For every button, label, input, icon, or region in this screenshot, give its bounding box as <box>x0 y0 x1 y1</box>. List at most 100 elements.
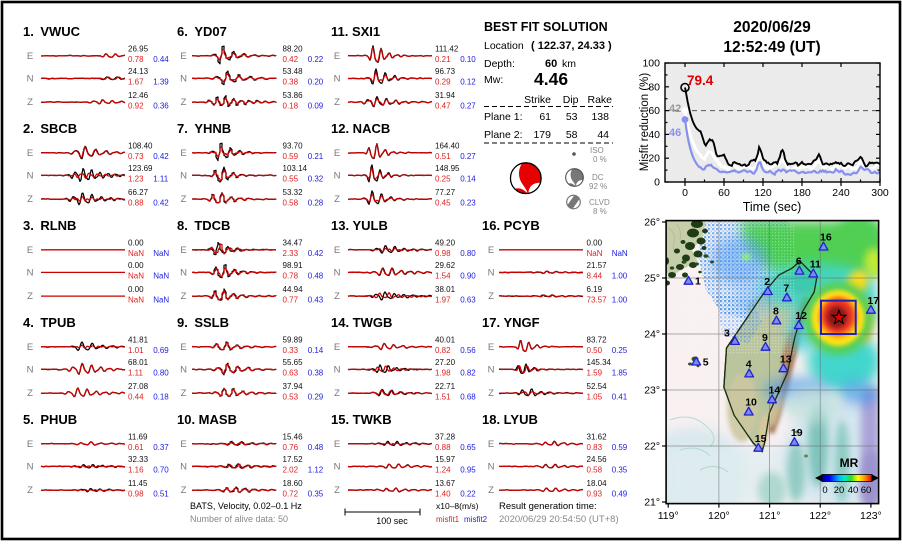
svg-text:29.62: 29.62 <box>435 261 456 270</box>
svg-text:0.21: 0.21 <box>435 55 451 64</box>
svg-text:77.27: 77.27 <box>435 188 456 197</box>
svg-text:0.41: 0.41 <box>612 392 628 401</box>
svg-text:Z: Z <box>181 194 187 205</box>
svg-text:59.89: 59.89 <box>283 336 304 345</box>
svg-text:55.65: 55.65 <box>283 358 304 367</box>
svg-text:53.86: 53.86 <box>283 91 304 100</box>
svg-text:NaN: NaN <box>612 249 628 258</box>
svg-text:18. LYUB: 18. LYUB <box>482 412 538 427</box>
svg-text:0.14: 0.14 <box>460 175 476 184</box>
svg-text:N: N <box>27 170 34 181</box>
svg-text:0.29: 0.29 <box>435 78 451 87</box>
svg-text:Rake: Rake <box>587 94 612 106</box>
svg-text:11.69: 11.69 <box>128 433 148 442</box>
svg-text:N: N <box>180 73 187 84</box>
svg-text:40.01: 40.01 <box>435 336 456 345</box>
svg-text:0.80: 0.80 <box>460 249 476 258</box>
svg-text:25°: 25° <box>644 273 660 285</box>
svg-text:0.47: 0.47 <box>435 101 451 110</box>
svg-text:0.23: 0.23 <box>460 198 476 207</box>
svg-text:0.53: 0.53 <box>283 392 299 401</box>
svg-text:15.46: 15.46 <box>283 433 304 442</box>
svg-text:Strike: Strike <box>524 94 551 106</box>
svg-text:1.97: 1.97 <box>435 295 451 304</box>
svg-text:Depth:: Depth: <box>484 58 515 70</box>
svg-text:N: N <box>334 170 341 181</box>
svg-text:N: N <box>180 461 187 472</box>
svg-text:49.20: 49.20 <box>435 239 456 248</box>
svg-text:22°: 22° <box>644 441 660 453</box>
svg-text:15. TWKB: 15. TWKB <box>331 412 392 427</box>
svg-text:1.54: 1.54 <box>435 272 451 281</box>
svg-text:3. RLNB: 3. RLNB <box>23 218 76 233</box>
svg-text:0.22: 0.22 <box>308 55 324 64</box>
svg-text:0.65: 0.65 <box>460 443 476 452</box>
svg-text:Misfit reduction (%): Misfit reduction (%) <box>639 73 651 172</box>
svg-text:8: 8 <box>773 306 779 318</box>
svg-text:Z: Z <box>334 194 340 205</box>
svg-text:1.98: 1.98 <box>435 369 451 378</box>
svg-text:96.73: 96.73 <box>435 67 456 76</box>
svg-text:53.32: 53.32 <box>283 188 304 197</box>
svg-text:0.42: 0.42 <box>308 249 324 258</box>
svg-text:0.51: 0.51 <box>153 489 169 498</box>
svg-text:100: 100 <box>642 58 660 70</box>
svg-text:Time (sec): Time (sec) <box>743 200 802 214</box>
svg-text:40: 40 <box>648 129 660 141</box>
svg-text:N: N <box>488 267 495 278</box>
svg-text:E: E <box>488 245 494 256</box>
svg-text:0: 0 <box>682 187 688 199</box>
svg-text:BATS, Velocity, 0.02–0.1 Hz: BATS, Velocity, 0.02–0.1 Hz <box>190 501 302 511</box>
svg-text:MR: MR <box>840 456 859 470</box>
svg-text:NaN: NaN <box>153 249 169 258</box>
svg-text:53.48: 53.48 <box>283 67 304 76</box>
svg-text:N: N <box>27 73 34 84</box>
svg-text:0.22: 0.22 <box>460 489 476 498</box>
svg-text:0 %: 0 % <box>593 155 607 164</box>
svg-text:Z: Z <box>27 97 33 108</box>
svg-text:0.70: 0.70 <box>153 466 169 475</box>
svg-text:misfit1: misfit1 <box>436 515 460 524</box>
svg-text:N: N <box>334 461 341 472</box>
svg-text:16: 16 <box>820 232 832 244</box>
svg-text:44: 44 <box>597 129 609 141</box>
svg-text:0.45: 0.45 <box>435 198 451 207</box>
svg-text:Z: Z <box>334 388 340 399</box>
svg-text:2.02: 2.02 <box>283 466 299 475</box>
svg-text:42: 42 <box>669 103 681 115</box>
svg-text:15.97: 15.97 <box>435 455 456 464</box>
svg-text:0.32: 0.32 <box>308 175 324 184</box>
svg-text:60: 60 <box>718 187 730 199</box>
svg-text:44.94: 44.94 <box>283 285 304 294</box>
svg-text:0.35: 0.35 <box>308 489 324 498</box>
svg-text:2020/06/29: 2020/06/29 <box>733 19 811 36</box>
svg-text:2. SBCB: 2. SBCB <box>23 121 77 136</box>
svg-text:Z: Z <box>488 388 494 399</box>
svg-text:0.55: 0.55 <box>283 175 299 184</box>
svg-text:E: E <box>180 245 186 256</box>
svg-text:0.14: 0.14 <box>308 346 324 355</box>
svg-text:21°: 21° <box>644 497 660 509</box>
svg-text:17. YNGF: 17. YNGF <box>482 315 540 330</box>
svg-text:13. YULB: 13. YULB <box>331 218 388 233</box>
svg-text:0.49: 0.49 <box>612 489 628 498</box>
svg-text:17: 17 <box>867 295 879 307</box>
svg-text:1.12: 1.12 <box>308 466 324 475</box>
svg-text:9: 9 <box>762 332 768 344</box>
svg-text:Z: Z <box>488 485 494 496</box>
svg-text:148.95: 148.95 <box>435 164 460 173</box>
svg-text:0.88: 0.88 <box>435 443 451 452</box>
svg-text:0.61: 0.61 <box>128 443 144 452</box>
svg-text:38.01: 38.01 <box>435 285 456 294</box>
svg-text:0.78: 0.78 <box>128 55 144 64</box>
svg-text:N: N <box>180 267 187 278</box>
svg-text:1.05: 1.05 <box>587 392 603 401</box>
svg-text:1.67: 1.67 <box>128 78 144 87</box>
svg-text:Result generation time:: Result generation time: <box>499 501 597 512</box>
svg-text:E: E <box>27 342 33 353</box>
svg-text:0.35: 0.35 <box>612 466 628 475</box>
svg-text:16. PCYB: 16. PCYB <box>482 218 540 233</box>
svg-text:138: 138 <box>591 111 609 123</box>
svg-text:NaN: NaN <box>153 272 169 281</box>
svg-text:BEST FIT SOLUTION: BEST FIT SOLUTION <box>484 20 608 34</box>
